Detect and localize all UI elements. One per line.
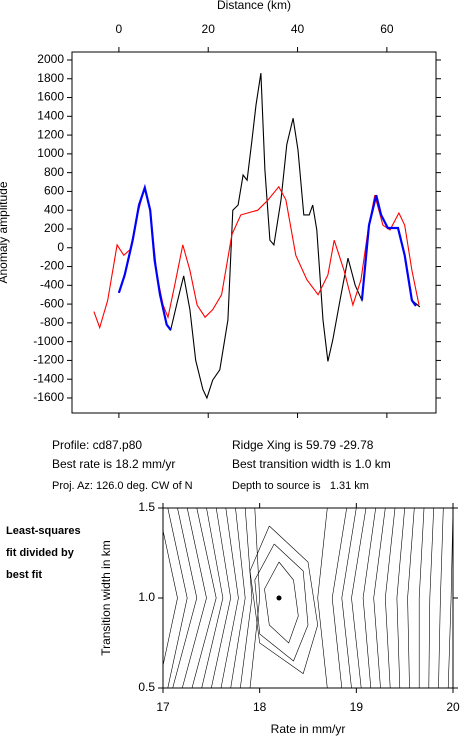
contour-line — [264, 561, 299, 644]
x-tick-label: 18 — [253, 700, 267, 714]
y-tick-label: 1000 — [37, 146, 64, 160]
info-text: Proj. Az: 126.0 deg. CW of N — [52, 480, 193, 492]
data-line — [93, 185, 420, 330]
y-tick-label: -400 — [40, 277, 64, 291]
frame — [71, 51, 437, 414]
y-tick-label: 0.5 — [138, 680, 155, 694]
y-tick-label: -200 — [40, 259, 64, 273]
contour-line — [249, 525, 319, 675]
x-tick-label: 0 — [116, 22, 123, 36]
contour-line — [384, 508, 396, 688]
plot-area — [163, 508, 453, 688]
x-axis-label: Rate in mm/yr — [271, 722, 346, 736]
contour-line — [167, 508, 188, 688]
x-tick-label: 19 — [350, 700, 364, 714]
y-tick-label: 1600 — [37, 90, 64, 104]
contour-line — [362, 508, 376, 688]
contour-line — [240, 508, 253, 688]
contour-line — [373, 508, 386, 688]
y-axis-label: Transition width in km — [99, 540, 113, 656]
contour-line — [172, 508, 198, 688]
info-text: Ridge Xing is 59.79 -29.78 — [232, 438, 374, 452]
y-tick-label: 1400 — [37, 108, 64, 122]
y-axis-label: Anomaly amplitude — [0, 181, 10, 283]
y-tick-label: 1.5 — [138, 500, 155, 514]
contour-line — [249, 508, 261, 688]
y-tick-label: -600 — [40, 296, 64, 310]
contour-line — [220, 508, 239, 688]
contour-line — [191, 508, 217, 688]
contour-line — [396, 508, 405, 688]
y-tick-label: -1200 — [33, 353, 64, 367]
contour-line — [331, 508, 347, 688]
data-line — [117, 183, 417, 331]
y-tick-label: 400 — [44, 202, 64, 216]
contour-line — [447, 508, 453, 688]
y-tick-label: 2000 — [37, 52, 64, 66]
contour-line — [254, 543, 309, 662]
y-tick-label: -1400 — [33, 371, 64, 385]
side-note: Least-squares — [6, 525, 81, 537]
info-text: Best transition width is 1.0 km — [232, 457, 391, 471]
y-tick-label: 800 — [44, 165, 64, 179]
info-text: Depth to source is 1.31 km — [232, 480, 369, 492]
contour-line — [418, 508, 425, 688]
x-tick-label: 20 — [202, 22, 216, 36]
contour-line — [351, 508, 367, 688]
plot-area — [93, 73, 421, 400]
x-tick-label: 40 — [291, 22, 305, 36]
info-text: Profile: cd87.p80 — [52, 438, 142, 452]
y-tick-label: -1000 — [33, 334, 64, 348]
x-tick-label: 20 — [446, 700, 460, 714]
y-tick-label: 1200 — [37, 127, 64, 141]
y-tick-label: 1800 — [37, 71, 64, 85]
y-tick-label: 1.0 — [138, 590, 155, 604]
side-note: fit divided by — [6, 547, 75, 559]
contour-line — [317, 508, 328, 688]
info-text: Best rate is 18.2 mm/yr — [52, 457, 175, 471]
contour-line — [428, 508, 434, 688]
x-tick-label: 60 — [380, 22, 394, 36]
contour-line — [211, 508, 232, 688]
contour-line — [438, 508, 444, 688]
side-note: best fit — [6, 569, 42, 581]
contour-line — [407, 508, 415, 688]
contour-line — [182, 508, 207, 688]
y-tick-label: 200 — [44, 221, 64, 235]
y-tick-label: 0 — [57, 240, 64, 254]
y-tick-label: -800 — [40, 315, 64, 329]
data-line — [118, 73, 421, 400]
x-axis-label: Distance (km) — [217, 0, 291, 12]
contour-line — [201, 508, 224, 688]
contour-line — [163, 528, 178, 668]
y-tick-label: -1600 — [33, 390, 64, 404]
y-tick-label: 600 — [44, 184, 64, 198]
contour-line — [230, 508, 246, 688]
contour-line — [341, 508, 357, 688]
x-tick-label: 17 — [156, 700, 170, 714]
best-fit-point — [276, 595, 282, 601]
